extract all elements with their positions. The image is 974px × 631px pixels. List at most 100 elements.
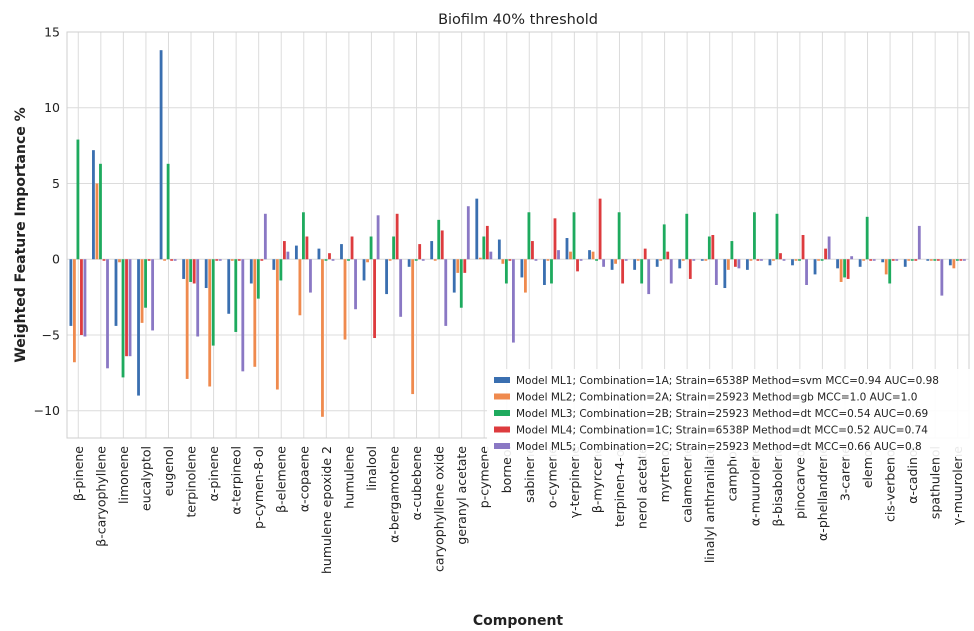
bar [321,259,324,417]
bar [263,213,267,260]
x-tick-label: α-muurolene [747,446,762,526]
y-tick-label: 0 [52,252,60,267]
bar [813,259,817,275]
bar [723,259,727,289]
y-tick-label: 5 [52,176,60,191]
bar [591,251,595,260]
x-tick-label: myrtenol [657,446,672,502]
x-tick-label: calamenene [680,446,695,523]
bar [114,259,118,326]
bar [895,259,899,261]
legend: Model ML1; Combination=1A; Strain=6538P … [487,369,974,457]
bar [249,259,253,284]
bar [910,259,914,261]
legend-swatch [494,443,510,449]
bar [662,224,666,260]
bar [452,259,456,293]
bar [478,257,482,260]
bar [617,212,621,260]
bar [636,259,640,261]
bar [666,251,670,260]
bar [888,259,892,284]
bar [421,259,425,261]
bar [546,259,550,261]
bar [621,259,625,284]
bar [678,259,682,269]
x-tick-label: 3-carene [837,446,852,501]
bar [444,259,448,326]
bar [917,225,921,260]
bar [343,259,347,340]
x-tick-label: linalyl anthranilate [702,446,717,563]
bar [926,259,930,261]
bar [643,248,647,260]
bar [80,259,83,335]
bar [869,259,873,261]
bar [459,259,463,308]
bar [524,259,527,293]
bar [572,212,576,260]
x-tick-label: α-cubebene [409,446,424,521]
bar [737,259,741,269]
bar [121,259,125,378]
bar [820,259,824,261]
x-tick-label: γ-muurolene [950,446,965,526]
bar [707,236,711,260]
bar [369,236,373,260]
bar [350,236,354,260]
legend-box [487,369,974,457]
bar [95,183,99,260]
bar [376,215,380,260]
bar [69,259,73,326]
bar [602,259,606,267]
x-tick-label: terpinolene [184,446,199,518]
bar [128,259,132,357]
bar [433,259,437,261]
bar [862,259,866,261]
bar [504,259,508,284]
x-tick-label: caryophyllene oxide [432,446,447,572]
x-tick-label: cis-verbenol [883,446,898,522]
bar [437,219,441,260]
bar [151,259,155,331]
x-tick-label: pinocarveol [792,446,807,519]
bar [118,259,121,263]
bar [237,259,241,261]
legend-swatch [494,410,510,416]
bar [827,236,831,260]
bar [579,259,583,261]
bar [858,259,862,267]
bar [768,259,772,266]
bar [196,259,200,337]
bar [466,206,470,260]
legend-swatch [494,393,510,400]
bar [948,259,952,266]
bar [253,259,257,367]
bar [610,259,614,270]
bar [704,259,708,261]
bar [260,259,264,261]
x-tick-label: limonene [116,446,131,504]
bar [794,259,798,261]
bar [959,259,963,261]
bar [550,259,553,284]
x-tick-label: α-pinene [206,446,221,502]
bar [463,259,467,273]
bar [907,259,911,261]
bar [714,259,718,285]
bar [598,198,602,260]
bar [756,259,760,261]
bar [347,259,350,261]
bar [891,259,895,261]
bar [163,259,167,261]
x-tick-label: geranyl acetate [454,446,469,545]
bar [753,212,756,260]
bar [362,259,366,281]
bar [92,150,95,260]
bar [294,245,298,260]
bar [903,259,907,267]
bar [576,259,579,272]
bar [647,259,651,295]
bar [173,259,177,261]
